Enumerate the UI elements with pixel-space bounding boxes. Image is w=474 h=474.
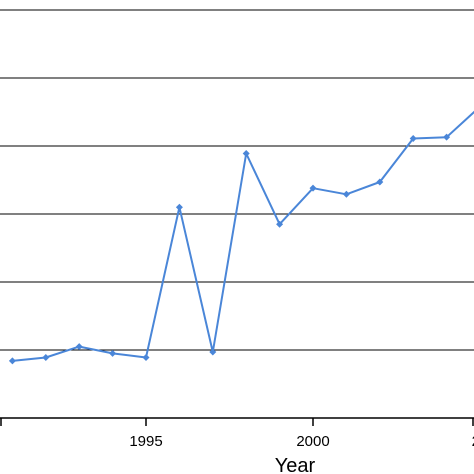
series-line: [12, 110, 474, 362]
data-point-marker: [342, 190, 350, 198]
y-gridlines: [0, 9, 474, 351]
data-point-marker: [175, 203, 183, 211]
x-axis-title: Year: [275, 455, 316, 474]
data-point-marker: [42, 353, 50, 361]
series-group: [8, 110, 474, 365]
data-point-marker: [409, 135, 417, 143]
data-point-marker: [8, 357, 16, 365]
data-point-marker: [109, 349, 117, 357]
data-point-marker: [75, 343, 83, 351]
data-point-marker: [242, 149, 250, 157]
data-point-marker: [309, 184, 317, 192]
x-tick-labels: 1995 2000 20: [129, 433, 474, 450]
data-point-marker: [276, 220, 284, 228]
data-point-marker: [443, 133, 451, 141]
data-point-marker: [209, 348, 217, 356]
x-tick-label: 2000: [296, 433, 329, 450]
x-tick-label: 1995: [129, 433, 162, 450]
x-tick-label: 20: [472, 433, 474, 450]
data-point-marker: [376, 178, 384, 186]
data-point-marker: [142, 353, 150, 361]
x-axis: [0, 417, 474, 426]
